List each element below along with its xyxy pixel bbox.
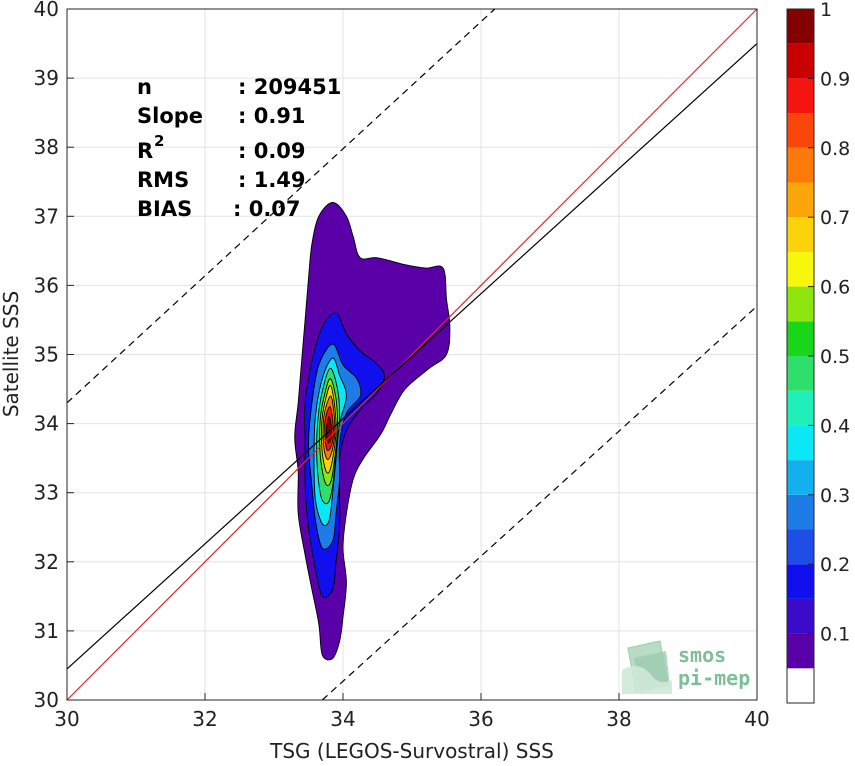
stat-value-n: : 209451 — [238, 75, 341, 99]
colorbar-bands — [787, 9, 814, 703]
colorbar-band-12 — [787, 286, 814, 322]
colorbar-band-8 — [787, 425, 814, 461]
x-tick-label: 38 — [606, 707, 631, 731]
y-tick-label: 37 — [34, 204, 59, 228]
colorbar-band-11 — [787, 321, 814, 356]
colorbar-ticks: 0.1 0.2 0.3 0.4 0.5 0.6 0.7 0.8 0.9 1 — [808, 0, 850, 646]
stat-r2-superscript: 2 — [154, 132, 164, 150]
x-tick-label: 34 — [330, 707, 355, 731]
stat-label-rms: RMS — [137, 168, 189, 192]
density-contours — [294, 202, 451, 661]
colorbar-band-17 — [787, 113, 814, 148]
stat-value-bias: : 0.07 — [233, 197, 301, 221]
colorbar-band-5 — [787, 529, 814, 565]
x-axis: 30 32 34 36 38 40 — [54, 693, 770, 731]
logo-line2: pi-mep — [678, 666, 750, 690]
y-tick-label: 32 — [34, 550, 59, 574]
colorbar-band-9 — [787, 390, 814, 426]
y-tick-label: 31 — [34, 619, 59, 643]
stat-label-bias: BIAS — [137, 197, 192, 221]
y-tick-label: 38 — [34, 135, 59, 159]
colorbar-tick-label: 0.8 — [820, 138, 850, 160]
colorbar-tick-label: 0.9 — [820, 68, 850, 90]
colorbar-band-4 — [787, 564, 814, 599]
logo-wave-icon — [622, 640, 672, 694]
x-tick-label: 40 — [744, 707, 769, 731]
colorbar-band-6 — [787, 494, 814, 530]
colorbar-band-1 — [787, 668, 814, 703]
x-tick-label: 32 — [192, 707, 217, 731]
colorbar-tick-label: 0.6 — [820, 277, 850, 299]
reference-lines — [66, 8, 758, 701]
x-axis-label: TSG (LEGOS-Survostral) SSS — [269, 739, 554, 763]
colorbar-band-15 — [787, 182, 814, 218]
plot-area: smos pi-mep 30 32 34 36 38 40 303132333435363… — [34, 0, 770, 731]
colorbar-band-3 — [787, 598, 814, 634]
colorbar-band-18 — [787, 78, 814, 114]
colorbar-band-14 — [787, 217, 814, 252]
y-tick-label: 35 — [34, 343, 59, 367]
stat-value-rms: : 1.49 — [238, 168, 306, 192]
y-tick-label: 39 — [34, 66, 59, 90]
colorbar-band-16 — [787, 147, 814, 183]
rms-upper-line — [66, 8, 496, 404]
identity-line — [66, 8, 758, 701]
regression-line — [66, 43, 758, 670]
rms-lower-line — [321, 305, 758, 701]
stat-value-r2: : 0.09 — [238, 139, 306, 163]
stat-label-r2: R — [137, 139, 153, 163]
smos-pi-mep-logo: smos pi-mep — [622, 640, 750, 694]
colorbar-tick-label: 0.5 — [820, 346, 850, 368]
statistics-panel: n : 209451 Slope : 0.91 R 2 : 0.09 RMS :… — [137, 75, 341, 221]
y-tick-label: 40 — [34, 0, 59, 21]
colorbar-tick-label: 0.2 — [820, 554, 850, 576]
colorbar-tick-label: 0.1 — [820, 624, 850, 646]
y-tick-label: 33 — [34, 481, 59, 505]
stat-label-n: n — [137, 75, 152, 99]
y-tick-label: 30 — [34, 688, 59, 712]
colorbar-band-20 — [787, 9, 814, 44]
logo-line1: smos — [678, 643, 726, 667]
colorbar-tick-label: 0.3 — [820, 485, 850, 507]
y-tick-label: 34 — [34, 412, 59, 436]
colorbar: 0.1 0.2 0.3 0.4 0.5 0.6 0.7 0.8 0.9 1 — [786, 0, 850, 704]
colorbar-tick-label: 0.7 — [820, 207, 850, 229]
stat-value-slope: : 0.91 — [238, 104, 306, 128]
colorbar-tick-label: 0.4 — [820, 415, 850, 437]
y-axis-label: Satellite SSS — [0, 291, 23, 417]
colorbar-band-19 — [787, 43, 814, 79]
colorbar-band-2 — [787, 633, 814, 669]
stat-label-slope: Slope — [137, 104, 203, 128]
y-axis: 30 31 32 33 34 35 36 37 38 39 40 — [34, 0, 74, 712]
colorbar-band-10 — [787, 356, 814, 391]
y-tick-label: 36 — [34, 273, 59, 297]
colorbar-band-7 — [787, 460, 814, 495]
x-tick-label: 36 — [468, 707, 493, 731]
x-tick-label: 30 — [54, 707, 79, 731]
colorbar-band-13 — [787, 251, 814, 287]
colorbar-tick-label: 1 — [820, 0, 832, 21]
